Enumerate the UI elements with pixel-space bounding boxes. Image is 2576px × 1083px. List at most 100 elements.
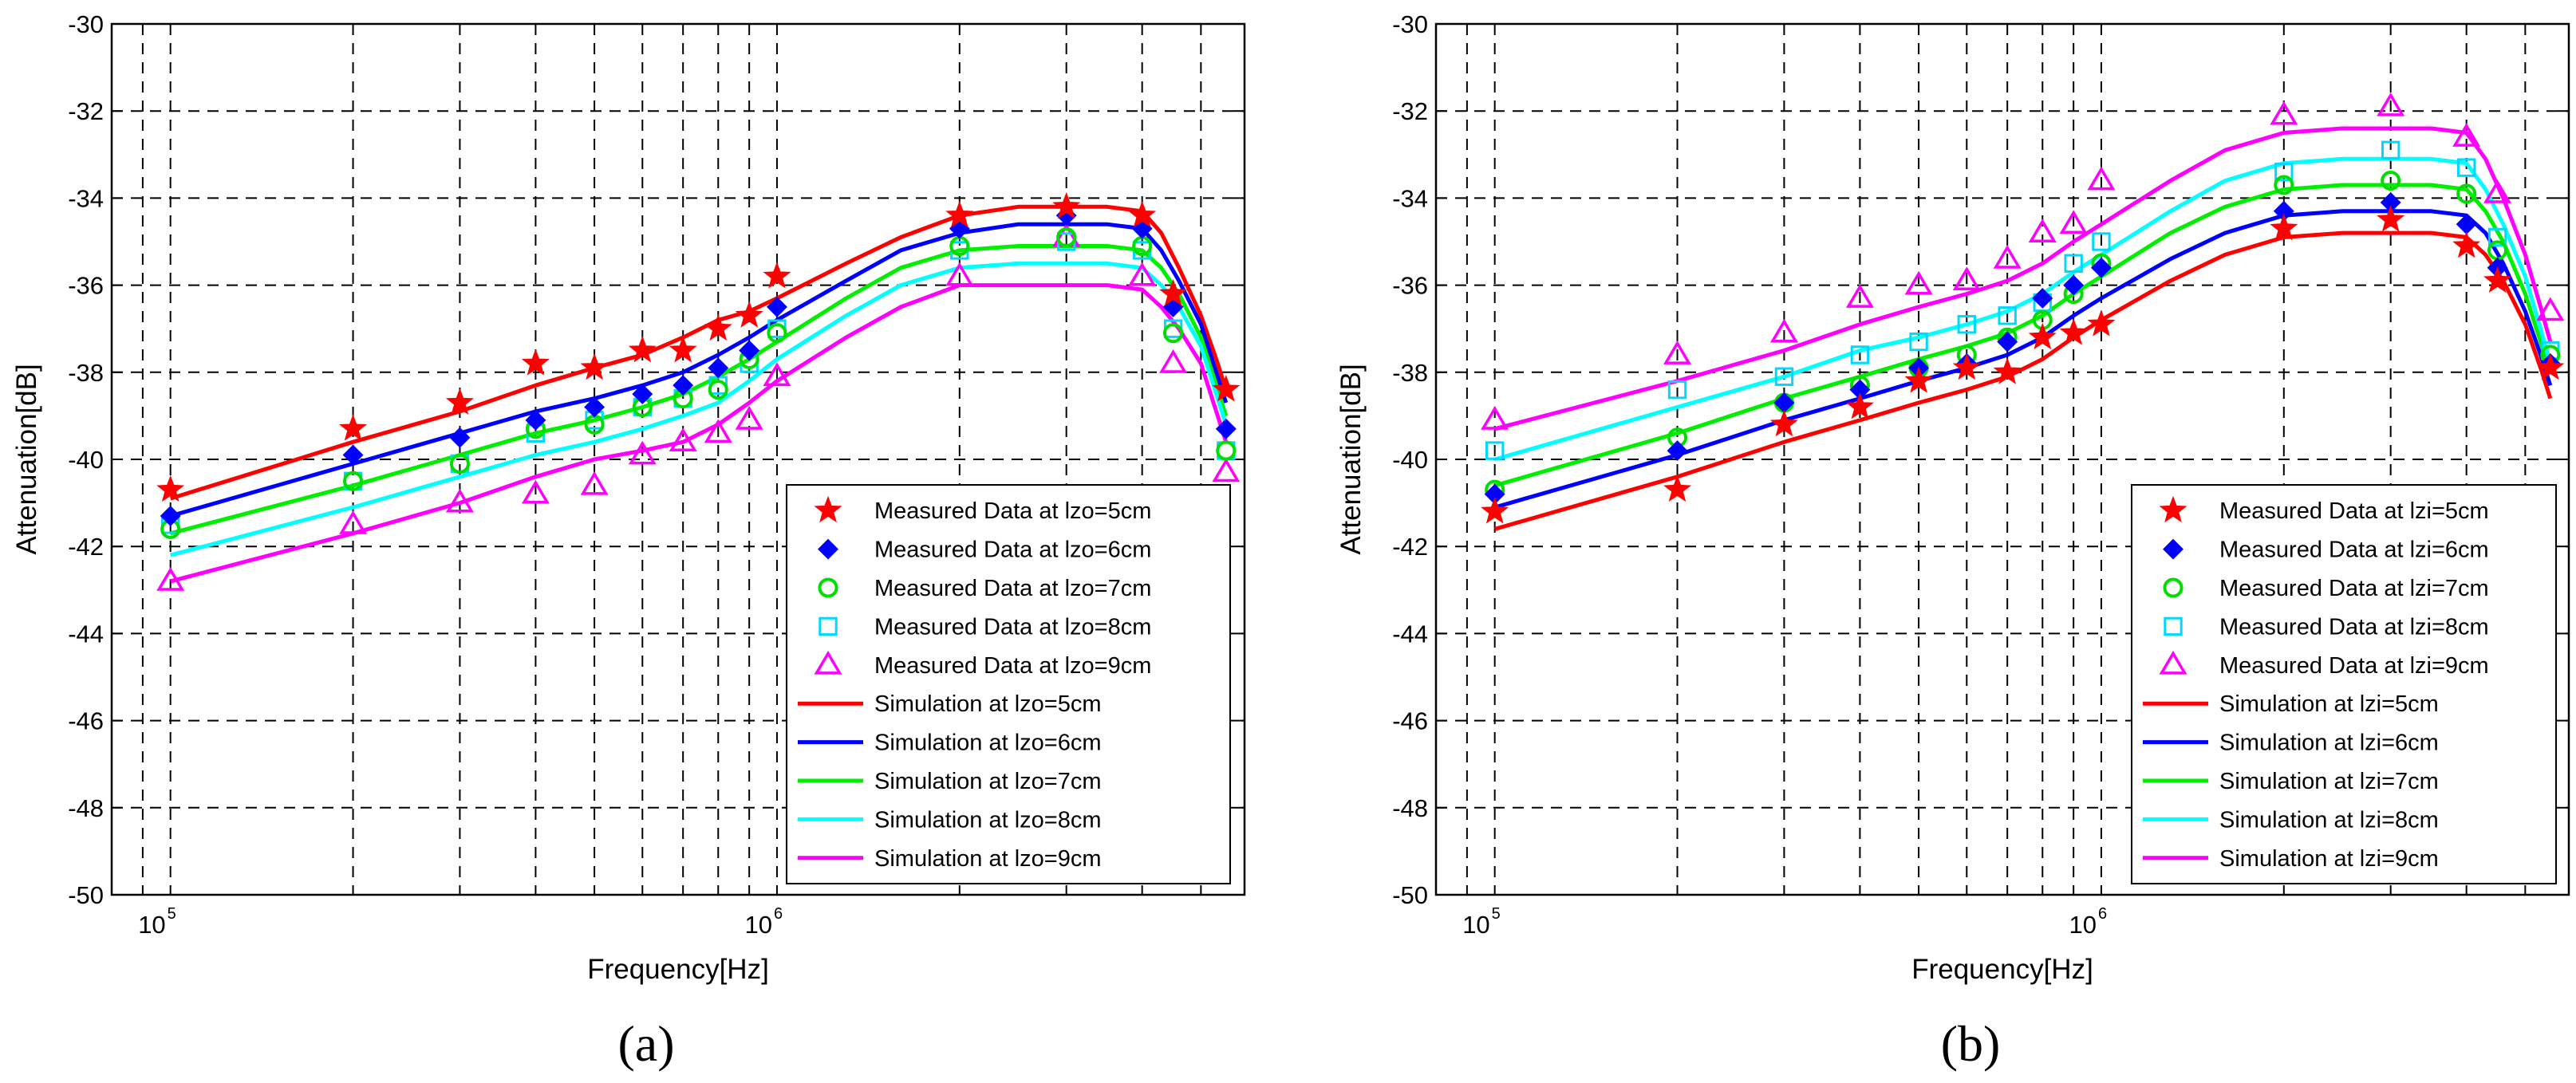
legend-entry-label: Measured Data at lzi=7cm	[2219, 576, 2489, 601]
legend-entry-label: Measured Data at lzo=6cm	[874, 538, 1151, 563]
simulation-line-6cm	[170, 222, 1229, 518]
measured-point	[580, 471, 609, 495]
measured-point	[632, 384, 653, 405]
measured-point	[1052, 191, 1081, 219]
measured-point	[1769, 409, 1798, 437]
y-tick-label: -34	[68, 184, 104, 212]
measured-point	[1993, 244, 2022, 269]
measured-point	[521, 479, 550, 504]
measured-point	[1663, 475, 1692, 502]
measured-point	[580, 352, 609, 380]
legend-marker-star	[814, 495, 842, 523]
measured-point	[2090, 257, 2112, 278]
measured-point	[584, 396, 606, 418]
measured-series-circle	[1485, 171, 2561, 500]
measured-point	[2028, 322, 2057, 350]
measured-point	[2064, 254, 2083, 274]
legend-marker-diamond	[818, 538, 838, 560]
measured-point	[735, 301, 763, 328]
measured-point	[1952, 266, 1981, 291]
measured-point	[2487, 227, 2507, 247]
measured-point	[2087, 309, 2116, 337]
y-tick-label: -40	[68, 446, 104, 474]
measured-point	[2028, 219, 2057, 242]
y-tick-label: -42	[1392, 533, 1428, 561]
measured-point	[2452, 123, 2481, 147]
x-axis-title: Frequency[Hz]	[587, 954, 769, 985]
legend-entry-label: Simulation at lzo=9cm	[874, 846, 1102, 872]
legend-entry-label: Simulation at lzo=5cm	[874, 691, 1102, 717]
y-tick-label: -38	[68, 359, 104, 387]
measured-point	[2536, 352, 2565, 380]
measured-point	[766, 296, 787, 317]
measured-point	[735, 405, 763, 430]
measured-series-star	[156, 191, 1241, 502]
measured-point	[739, 340, 760, 361]
measured-point	[1667, 380, 1687, 400]
y-tick-label: -30	[68, 10, 104, 38]
measured-point	[449, 453, 470, 475]
measured-point	[945, 262, 974, 286]
legend-entry-label: Measured Data at lzi=6cm	[2219, 538, 2489, 563]
measured-point	[2092, 232, 2111, 251]
measured-point	[1845, 284, 1874, 308]
y-tick-label: -46	[1392, 707, 1428, 735]
measured-point	[2456, 158, 2476, 177]
simulation-line-9cm	[1494, 126, 2553, 431]
y-axis-title: Attenuation[dB]	[11, 364, 42, 554]
measured-point	[1663, 341, 1692, 364]
legend: Measured Data at lzo=5cm Measured Data at…	[786, 484, 1231, 884]
measured-point	[767, 323, 787, 344]
measured-point	[763, 362, 791, 387]
measured-point	[1481, 405, 1509, 430]
legend-marker-circle	[818, 577, 838, 598]
measured-point	[2452, 231, 2481, 258]
legend-entry-label: Measured Data at lzi=5cm	[2219, 498, 2489, 524]
legend-entry-label: Simulation at lzi=5cm	[2219, 691, 2439, 717]
legend-entry-label: Measured Data at lzo=8cm	[874, 614, 1151, 640]
x-tick-label-base: 10	[744, 911, 771, 939]
simulation-line-6cm	[1494, 209, 2553, 510]
x-axis-title: Frequency[Hz]	[1911, 954, 2093, 985]
measured-point	[2274, 162, 2294, 182]
y-tick-label: -40	[1392, 446, 1428, 474]
measured-point	[2536, 297, 2565, 321]
measured-point	[2381, 171, 2401, 191]
measured-point	[2456, 214, 2477, 235]
measured-point	[2377, 92, 2405, 116]
legend-entry-label: Simulation at lzi=7cm	[2219, 769, 2439, 794]
legend-marker-triangle	[814, 650, 842, 675]
measured-point	[1481, 497, 1509, 524]
legend-marker-square	[2164, 616, 2183, 636]
measured-point	[156, 566, 185, 591]
measured-point	[343, 471, 364, 491]
measured-point	[2063, 274, 2085, 296]
x-tick-label-base: 10	[1462, 911, 1489, 939]
measured-point	[1215, 418, 1237, 439]
measured-point	[669, 336, 697, 363]
legend-entry-label: Simulation at lzo=6cm	[874, 731, 1102, 756]
measured-point	[1774, 367, 1794, 386]
legend-marker-square	[819, 616, 838, 636]
simulation-series	[169, 204, 1229, 584]
simulation-line-7cm	[1494, 183, 2553, 488]
measured-point	[1909, 332, 1928, 352]
measured-point	[1997, 331, 2018, 352]
y-tick-label: -32	[1392, 97, 1428, 125]
legend-entry-label: Simulation at lzo=7cm	[874, 769, 1102, 794]
y-axis-title: Attenuation[dB]	[1335, 364, 1367, 554]
y-tick-label: -44	[68, 620, 104, 648]
measured-point	[160, 506, 181, 526]
measured-point	[1993, 357, 2022, 384]
measured-point	[2270, 100, 2298, 125]
y-tick-label: -36	[1392, 272, 1428, 300]
measured-point	[1850, 345, 1870, 364]
y-tick-label: -42	[68, 533, 104, 561]
measured-point	[156, 475, 185, 502]
y-tick-label: -36	[68, 272, 104, 300]
x-tick-label-base: 10	[2069, 911, 2096, 939]
measured-point	[1957, 315, 1976, 334]
measured-series-square	[1485, 140, 2560, 460]
measured-point	[669, 427, 697, 452]
